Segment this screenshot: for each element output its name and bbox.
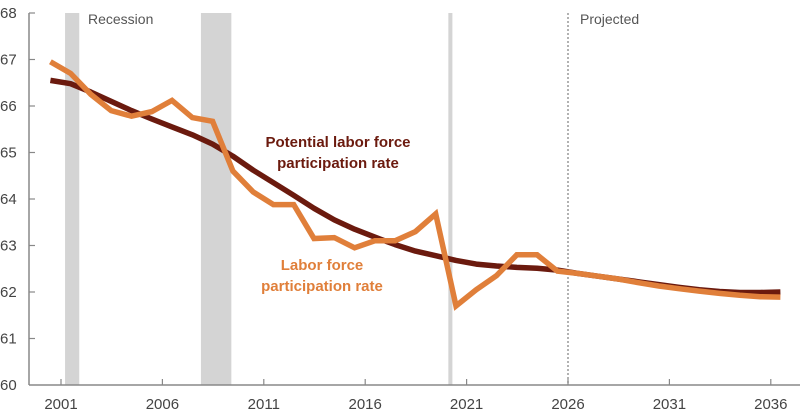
recession-band xyxy=(65,13,80,385)
potential-series-label-line2: participation rate xyxy=(277,155,399,172)
recession-bands xyxy=(65,13,453,385)
x-tick-label: 2016 xyxy=(349,396,382,413)
data-series xyxy=(49,59,781,311)
lfpr-series-label-line2: participation rate xyxy=(261,278,383,295)
y-tick-label: 63 xyxy=(0,238,17,255)
y-tick-label: 62 xyxy=(0,284,17,301)
lfpr-line xyxy=(49,59,781,311)
x-tick-label: 2026 xyxy=(551,396,584,413)
recession-band xyxy=(448,13,453,385)
chart-labels: Recession Projected Potential labor forc… xyxy=(88,11,639,295)
y-tick-label: 64 xyxy=(0,191,17,208)
y-tick-label: 60 xyxy=(0,377,17,394)
y-tick-label: 65 xyxy=(0,145,17,162)
projected-label: Projected xyxy=(580,11,639,27)
x-tick-label: 2011 xyxy=(248,396,280,413)
potential-series-label-line1: Potential labor force xyxy=(265,134,410,151)
lfpr-series-label-line1: Labor force xyxy=(281,257,364,274)
recession-label: Recession xyxy=(88,11,153,27)
x-tick-label: 2036 xyxy=(754,396,787,413)
x-tick-label: 2021 xyxy=(450,396,483,413)
recession-band xyxy=(200,13,232,385)
axes: 60 61 62 63 64 65 66 67 68 2001 2006 2011 2016 2021 20… xyxy=(0,5,800,413)
y-tick-label: 67 xyxy=(0,52,17,69)
y-tick-label: 61 xyxy=(0,331,17,348)
x-tick-label: 2001 xyxy=(44,396,77,413)
potential-lfpr-line xyxy=(49,77,781,296)
y-tick-label: 66 xyxy=(0,98,17,115)
x-tick-label: 2031 xyxy=(653,396,686,413)
x-tick-label: 2006 xyxy=(146,396,179,413)
y-tick-label: 68 xyxy=(0,5,17,22)
